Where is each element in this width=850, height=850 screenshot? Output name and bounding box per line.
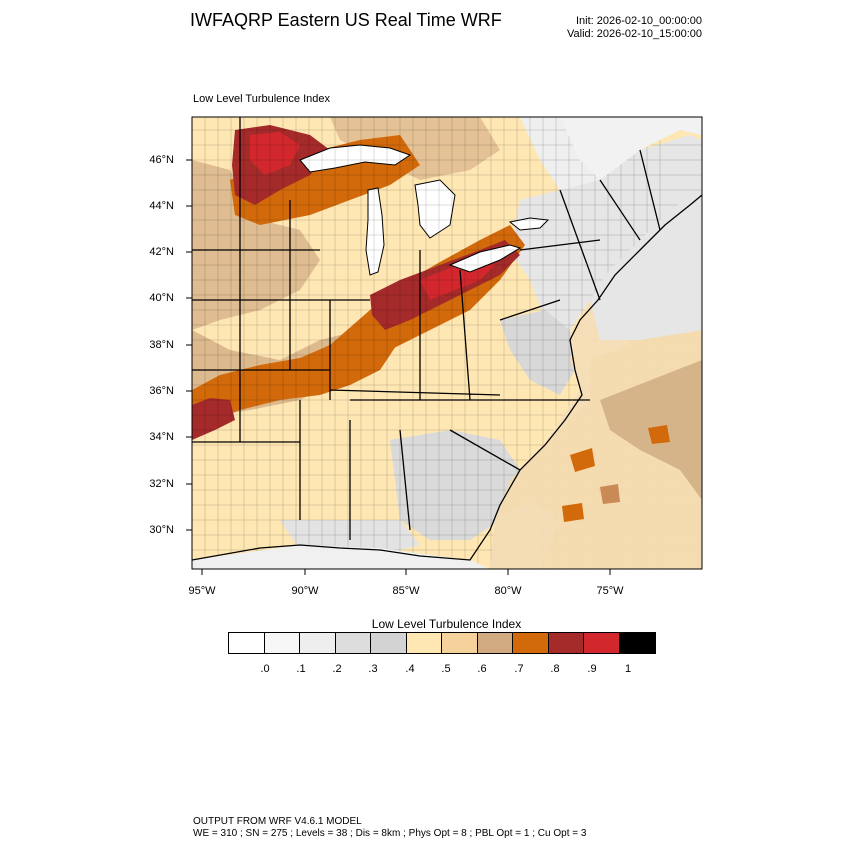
colorbar-tick: .7 [514,663,524,675]
colorbar-box [513,633,549,653]
offshore-patch [600,484,620,504]
valid-time: Valid: 2026-02-10_15:00:00 [567,28,702,40]
gulf-mask [192,545,490,569]
colorbar-box [442,633,478,653]
init-time: Init: 2026-02-10_00:00:00 [576,15,702,27]
land-gray-northeast [510,135,702,330]
offshore-patch [570,448,595,472]
lat-label: 34°N [149,431,174,443]
offshore-patch [562,503,584,522]
lat-label: 42°N [149,246,174,258]
lake-ontario [508,217,550,231]
colorbar-tick: .3 [368,663,378,675]
colorbar-box [371,633,407,653]
lat-label: 36°N [149,385,174,397]
colorbar-title: Low Level Turbulence Index [371,617,522,631]
colorbar-tick: .9 [587,663,597,675]
colorbar-tick: 1 [624,663,632,675]
land-gray-midatlantic [500,310,575,395]
coastline [192,194,702,561]
core-red-arklatex [192,398,235,440]
lake-erie [448,244,522,273]
ocean-mask-white-north [560,117,702,180]
colorbar [228,632,656,654]
colorbar-box [477,633,513,653]
land-tan-west [192,160,320,330]
colorbar-tick: .8 [550,663,560,675]
lon-label: 95°W [188,585,216,597]
lat-label: 32°N [149,478,174,490]
colorbar-tick: .5 [441,663,451,675]
core-bright-red-upper [250,132,300,175]
map-field-label: Low Level Turbulence Index [193,93,330,105]
colorbar-box [300,633,336,653]
colorbar-tick: .6 [477,663,487,675]
footer-line-model: OUTPUT FROM WRF V4.6.1 MODEL [193,816,362,827]
footer-line-config: WE = 310 ; SN = 275 ; Levels = 38 ; Dis … [193,828,587,839]
colorbar-tick: .1 [296,663,306,675]
lon-label: 80°W [494,585,522,597]
colorbar-box [584,633,620,653]
lon-label: 75°W [596,585,624,597]
lake-michigan [365,187,385,276]
lon-ticks [201,569,611,575]
ocean-mask-gray [590,190,702,340]
state-borders [192,117,661,540]
lat-label: 30°N [149,524,174,536]
lat-label: 44°N [149,200,174,212]
colorbar-tick: .0 [260,663,270,675]
colorbar-tick: .4 [405,663,415,675]
lat-label: 46°N [149,154,174,166]
lake-huron [414,179,456,239]
map-border [191,116,703,570]
figure-title: IWFAQRP Eastern US Real Time WRF [190,10,502,30]
offshore-patch [648,425,670,444]
lon-label: 85°W [392,585,420,597]
colorbar-tick: .2 [332,663,342,675]
lat-ticks [186,159,192,531]
colorbar-box [229,633,265,653]
colorbar-box [548,633,584,653]
model-footer: OUTPUT FROM WRF V4.6.1 MODEL WE = 310 ; … [193,816,586,840]
colorbar-box [619,633,655,653]
colorbar-box [406,633,442,653]
lat-label: 40°N [149,292,174,304]
colorbar-box [264,633,300,653]
land-gray-southeast [390,430,520,540]
land-tan-north [330,117,500,180]
lon-label: 90°W [291,585,319,597]
colorbar-box [335,633,371,653]
lat-label: 38°N [149,339,174,351]
